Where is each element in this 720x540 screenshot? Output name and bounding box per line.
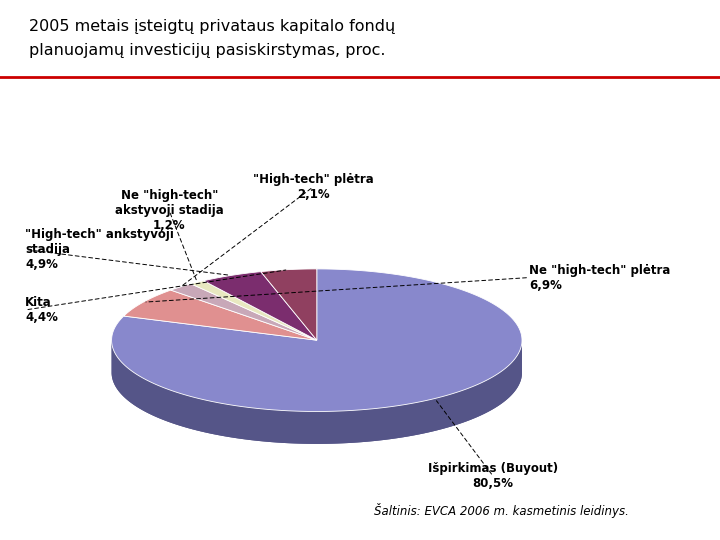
Polygon shape: [124, 290, 317, 340]
Text: Ne "high-tech" plėtra
6,9%: Ne "high-tech" plėtra 6,9%: [529, 264, 670, 292]
Polygon shape: [261, 269, 317, 340]
Text: Išpirkimas (Buyout)
80,5%: Išpirkimas (Buyout) 80,5%: [428, 462, 558, 490]
Text: "High-tech" plėtra
2,1%: "High-tech" plėtra 2,1%: [253, 173, 374, 201]
Text: 2005 metais įsteigtų privataus kapitalo fondų: 2005 metais įsteigtų privataus kapitalo …: [29, 19, 395, 34]
Polygon shape: [191, 281, 317, 340]
Text: Šaltinis: EVCA 2006 m. kasmetinis leidinys.: Šaltinis: EVCA 2006 m. kasmetinis leidin…: [374, 503, 629, 518]
Text: planuojamų investicijų pasiskirstymas, proc.: planuojamų investicijų pasiskirstymas, p…: [29, 43, 385, 58]
Text: Ne "high-tech"
akstyvoji stadija
1,2%: Ne "high-tech" akstyvoji stadija 1,2%: [114, 189, 224, 232]
Polygon shape: [112, 340, 522, 444]
Polygon shape: [204, 272, 317, 340]
Polygon shape: [171, 284, 317, 340]
Text: "High-tech" ankstyvoji
stadija
4,9%: "High-tech" ankstyvoji stadija 4,9%: [25, 228, 174, 271]
Polygon shape: [112, 269, 522, 411]
Polygon shape: [112, 340, 522, 444]
Text: Kita
4,4%: Kita 4,4%: [25, 296, 58, 324]
